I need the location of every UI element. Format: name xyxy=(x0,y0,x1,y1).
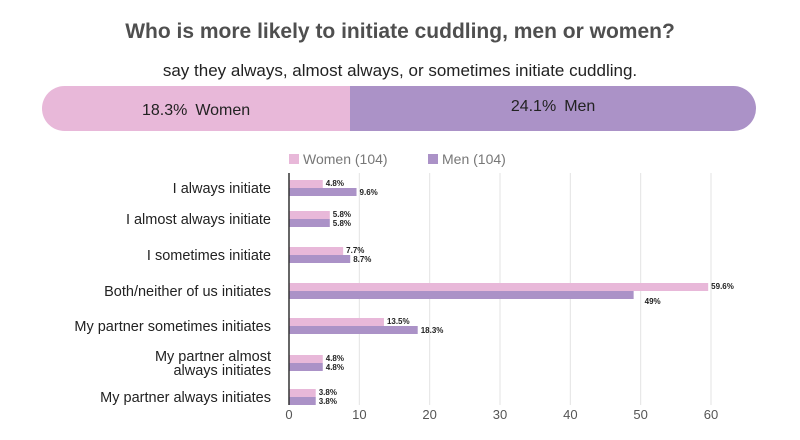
data-label: 4.8% xyxy=(326,363,344,372)
bar-men xyxy=(289,219,330,227)
chart-subtitle: say they always, almost always, or somet… xyxy=(162,61,638,80)
category-label: I always initiate xyxy=(173,181,271,197)
category-label: My partner always initiates xyxy=(100,390,271,406)
bar-men xyxy=(289,397,316,405)
category-label: always initiates xyxy=(173,363,271,379)
data-label: 4.8% xyxy=(326,354,344,363)
data-label: 9.6% xyxy=(360,188,378,197)
summary-women-segment: 18.3% Women xyxy=(42,86,351,131)
legend-label: Women (104) xyxy=(303,151,388,167)
summary-men-label: Men xyxy=(564,97,596,115)
bar-women xyxy=(289,389,316,397)
legend-label: Men (104) xyxy=(442,151,506,167)
bar-men xyxy=(289,363,323,371)
legend-swatch xyxy=(428,154,438,164)
bar-men xyxy=(289,255,351,263)
chart-title: Who is more likely to initiate cuddling,… xyxy=(125,20,675,43)
bar-men xyxy=(289,188,357,196)
summary-women-label: Women xyxy=(195,101,251,119)
x-tick-label: 0 xyxy=(285,407,292,422)
data-label: 49% xyxy=(645,297,661,306)
category-label: Both/neither of us initiates xyxy=(104,284,271,300)
summary-men-segment: 24.1% Men xyxy=(350,86,756,131)
data-label: 13.5% xyxy=(387,317,410,326)
bar-women xyxy=(289,283,709,291)
summary-men-pct: 24.1% xyxy=(510,97,557,115)
x-tick-label: 50 xyxy=(633,407,647,422)
category-label: My partner sometimes initiates xyxy=(74,319,271,335)
bar-men xyxy=(289,291,634,299)
summary-women-pct: 18.3% xyxy=(141,101,188,119)
data-label: 3.8% xyxy=(319,388,337,397)
category-label: I almost always initiate xyxy=(126,212,271,228)
data-label: 8.7% xyxy=(353,255,371,264)
data-label: 5.8% xyxy=(333,219,351,228)
x-tick-label: 30 xyxy=(493,407,507,422)
data-label: 18.3% xyxy=(421,326,444,335)
x-tick-label: 40 xyxy=(563,407,577,422)
data-label: 59.6% xyxy=(711,282,734,291)
legend-swatch xyxy=(289,154,299,164)
bar-men xyxy=(289,326,418,334)
bar-women xyxy=(289,247,344,255)
x-tick-label: 60 xyxy=(704,407,718,422)
data-label: 4.8% xyxy=(326,179,344,188)
summary-bar: 18.3% Women 24.1% Men xyxy=(42,86,756,131)
x-tick-label: 10 xyxy=(352,407,366,422)
data-label: 7.7% xyxy=(346,246,364,255)
category-label: My partner almost xyxy=(155,349,271,365)
data-label: 5.8% xyxy=(333,210,351,219)
x-tick-label: 20 xyxy=(422,407,436,422)
bar-women xyxy=(289,318,384,326)
data-label: 3.8% xyxy=(319,397,337,406)
category-label: I sometimes initiate xyxy=(147,248,271,264)
bar-women xyxy=(289,355,323,363)
bar-women xyxy=(289,180,323,188)
bar-women xyxy=(289,211,330,219)
